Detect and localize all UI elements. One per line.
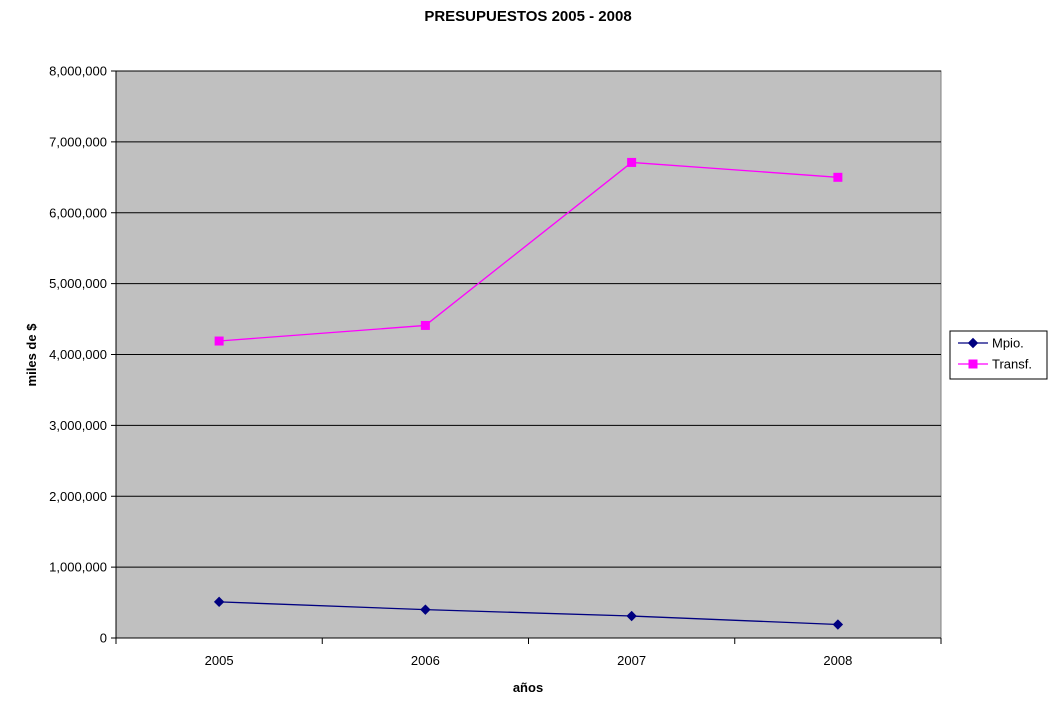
data-point-transf <box>833 172 843 182</box>
chart-title: PRESUPUESTOS 2005 - 2008 <box>424 8 631 25</box>
data-point-mpio <box>420 604 431 615</box>
legend-label-mpio: Mpio. <box>992 336 1024 351</box>
x-tick-label: 2006 <box>411 653 440 668</box>
y-tick-label: 4,000,000 <box>49 347 107 362</box>
data-point-mpio <box>213 596 225 608</box>
data-point-mpio <box>832 619 844 630</box>
y-tick-label: 7,000,000 <box>49 134 107 149</box>
y-tick-label: 3,000,000 <box>49 418 107 433</box>
legend-marker-mpio <box>967 337 979 349</box>
data-point-transf <box>214 336 224 346</box>
x-tick-label: 2008 <box>823 653 852 668</box>
series-line-transf <box>219 161 838 342</box>
y-tick-label: 6,000,000 <box>49 205 107 220</box>
x-tick-label: 2007 <box>617 653 646 668</box>
series-line-mpio <box>219 601 838 626</box>
data-point-transf <box>627 157 637 167</box>
y-tick-label: 8,000,000 <box>49 64 107 79</box>
legend-marker-transf <box>968 359 978 369</box>
legend-label-transf: Transf. <box>992 357 1032 372</box>
y-tick-label: 1,000,000 <box>49 560 107 575</box>
legend: Mpio. Transf. <box>949 330 1048 380</box>
y-axis-label: miles de $ <box>24 323 39 387</box>
y-tick-label: 2,000,000 <box>49 489 107 504</box>
x-tick-label: 2005 <box>205 653 234 668</box>
y-tick-label: 5,000,000 <box>49 276 107 291</box>
data-point-transf <box>420 320 430 330</box>
x-axis-label: años <box>513 680 543 695</box>
legend-box <box>949 330 1048 380</box>
data-point-mpio <box>626 610 637 622</box>
y-tick-label: 0 <box>100 631 107 646</box>
